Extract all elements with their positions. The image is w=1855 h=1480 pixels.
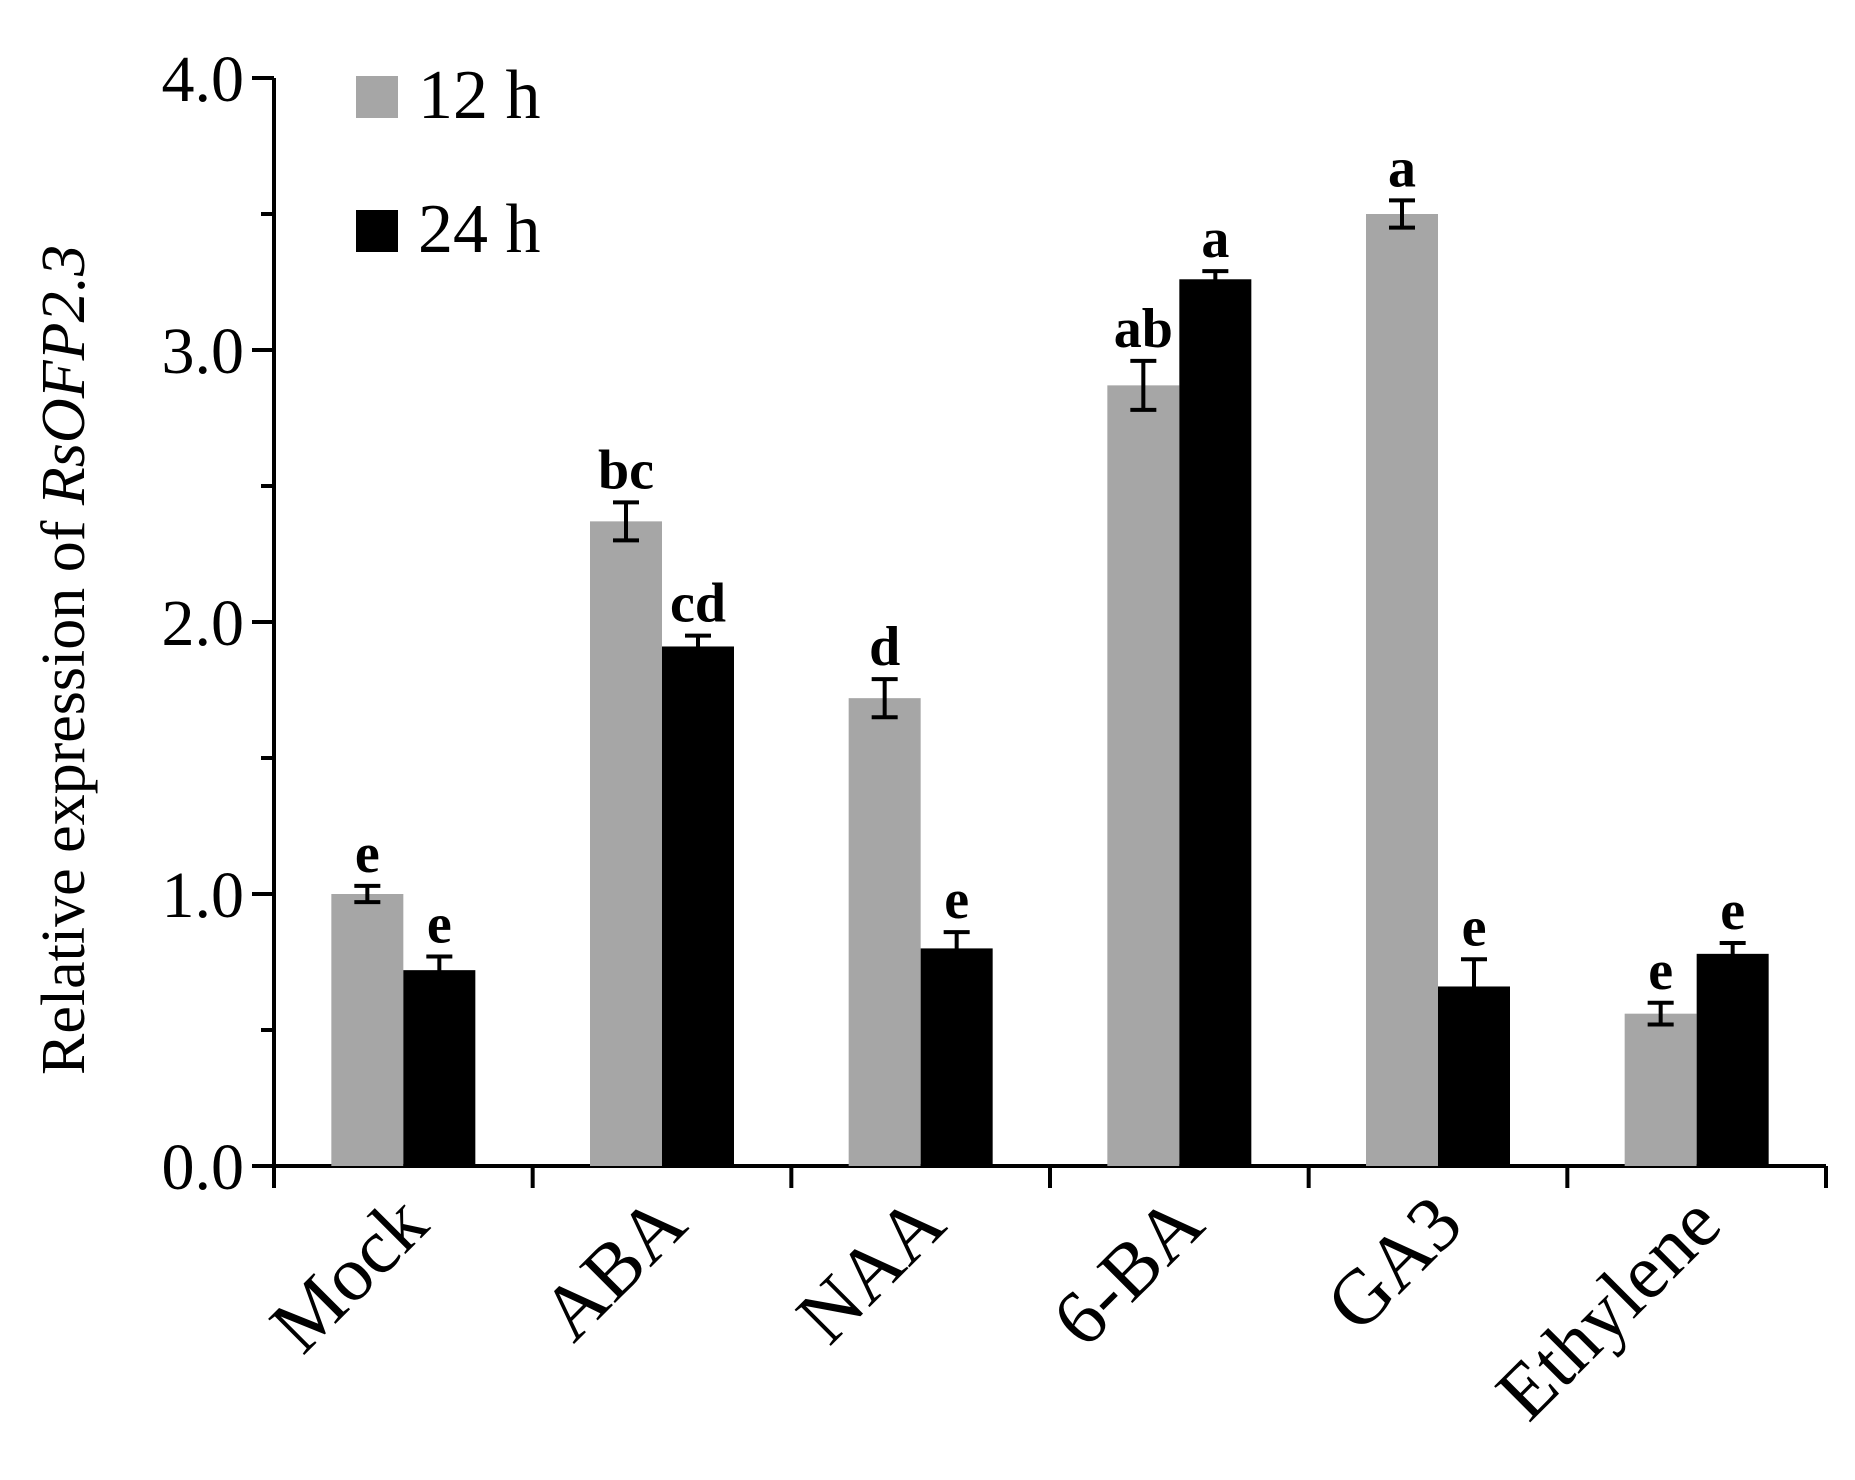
legend-label: 24 h [418, 191, 541, 268]
bar-24h [1696, 953, 1769, 1166]
y-tick-label: 0.0 [162, 1131, 245, 1204]
significance-label: ab [1114, 298, 1173, 360]
x-category-label: ABA [524, 1179, 702, 1357]
significance-label: e [1648, 940, 1673, 1002]
y-tick-label: 1.0 [162, 859, 245, 932]
y-axis-label-gene: RsOFP2.3 [30, 245, 98, 506]
significance-label: bc [598, 439, 654, 501]
significance-label: e [355, 823, 380, 885]
bar-12h [590, 521, 662, 1166]
bar-24h [403, 970, 476, 1166]
significance-label: cd [670, 573, 726, 635]
y-axis: 0.0 1.0 2.0 3.0 4.0 [162, 43, 276, 1204]
x-category-label: Ethylene [1479, 1179, 1737, 1437]
x-category-label: 6-BA [1035, 1179, 1219, 1363]
bar-24h [662, 646, 734, 1166]
bar-12h [1624, 1013, 1697, 1166]
bar-24h [1438, 986, 1510, 1166]
significance-label: a [1201, 208, 1229, 270]
significance-label: d [869, 616, 900, 678]
significance-label: a [1388, 137, 1416, 199]
significance-label: e [1720, 880, 1745, 942]
x-category-label: GA3 [1309, 1179, 1478, 1348]
y-tick-label: 4.0 [162, 43, 245, 116]
legend-swatch-24h [356, 210, 398, 252]
y-axis-label: Relative expression of RsOFP2.3 [30, 245, 98, 1075]
legend-swatch-12h [356, 76, 398, 118]
bar-24h [1179, 279, 1252, 1166]
legend-label: 12 h [418, 57, 541, 134]
x-axis: Mock ABA NAA 6-BA GA3 Ethylene [253, 1164, 1828, 1437]
bar-12h [1107, 385, 1180, 1166]
significance-label: e [427, 894, 452, 956]
bar-12h [1366, 214, 1438, 1166]
bar-12h [331, 894, 404, 1166]
x-category-label: NAA [780, 1179, 961, 1360]
y-axis-label-prefix: Relative expression of [30, 505, 98, 1075]
significance-label: e [1462, 896, 1487, 958]
bar-12h [848, 698, 921, 1166]
significance-label: e [944, 869, 969, 931]
y-tick-label: 2.0 [162, 587, 245, 660]
y-tick-label: 3.0 [162, 315, 245, 388]
legend: 12 h 24 h [356, 57, 541, 268]
x-category-label: Mock [253, 1179, 443, 1369]
bar-24h [920, 948, 993, 1166]
